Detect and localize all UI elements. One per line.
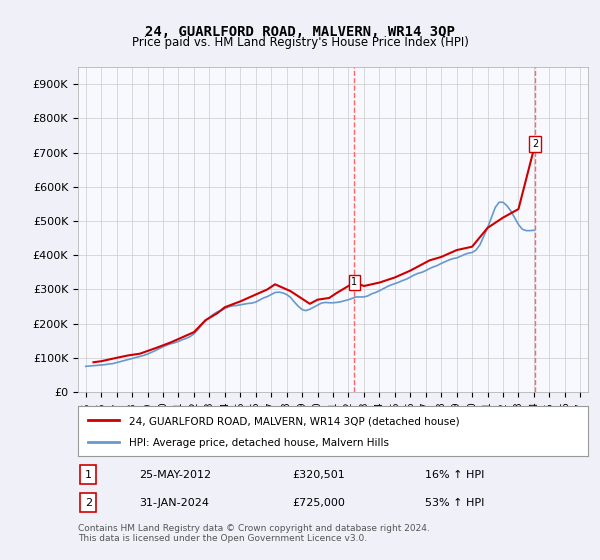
Text: 1: 1 [352, 277, 358, 287]
Text: Price paid vs. HM Land Registry's House Price Index (HPI): Price paid vs. HM Land Registry's House … [131, 36, 469, 49]
Text: 2: 2 [532, 139, 538, 149]
Text: 24, GUARLFORD ROAD, MALVERN, WR14 3QP (detached house): 24, GUARLFORD ROAD, MALVERN, WR14 3QP (d… [129, 416, 460, 426]
Text: £725,000: £725,000 [292, 498, 345, 507]
Text: 24, GUARLFORD ROAD, MALVERN, WR14 3QP: 24, GUARLFORD ROAD, MALVERN, WR14 3QP [145, 25, 455, 39]
Text: Contains HM Land Registry data © Crown copyright and database right 2024.
This d: Contains HM Land Registry data © Crown c… [78, 524, 430, 543]
Text: 2: 2 [85, 498, 92, 507]
Text: 1: 1 [85, 470, 92, 479]
Text: 53% ↑ HPI: 53% ↑ HPI [425, 498, 484, 507]
Text: £320,501: £320,501 [292, 470, 345, 479]
Text: 25-MAY-2012: 25-MAY-2012 [139, 470, 211, 479]
Text: 31-JAN-2024: 31-JAN-2024 [139, 498, 209, 507]
Text: 16% ↑ HPI: 16% ↑ HPI [425, 470, 484, 479]
Text: HPI: Average price, detached house, Malvern Hills: HPI: Average price, detached house, Malv… [129, 438, 389, 449]
